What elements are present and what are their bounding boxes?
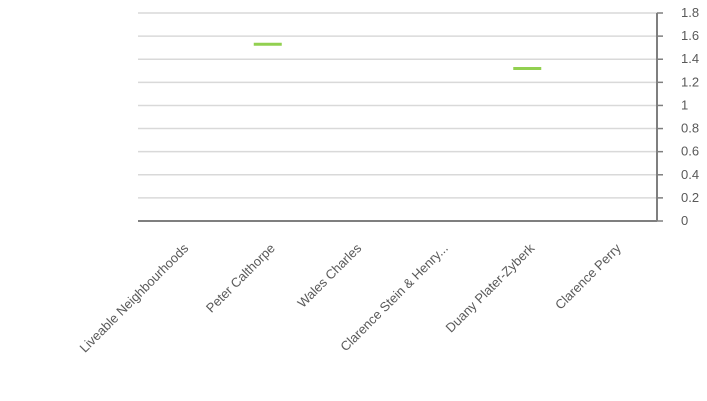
data-marks — [253, 42, 542, 70]
y-tick-label: 1.2 — [681, 74, 699, 89]
x-category-label: Wales Charles — [294, 240, 364, 310]
y-tick-label: 0 — [681, 213, 688, 228]
x-axis-category-labels: Liveable Neighbourhoods Peter Calthorpe Wa… — [76, 240, 624, 355]
axes — [138, 12, 663, 222]
x-category-label: Clarence Perry — [552, 240, 624, 312]
y-tick-label: 0.2 — [681, 190, 699, 205]
y-tick-label: 0.6 — [681, 144, 699, 159]
y-tick-label: 1.8 — [681, 5, 699, 20]
y-tick-label: 0.4 — [681, 167, 699, 182]
x-category-label: Duany Plater-Zyberk — [442, 240, 537, 335]
y-axis-tick-labels: 0 0.2 0.4 0.6 0.8 1 1.2 1.4 1.6 1.8 — [681, 5, 699, 228]
x-category-label: Liveable Neighbourhoods — [76, 240, 191, 355]
x-category-label: Peter Calthorpe — [203, 241, 278, 316]
gridlines — [138, 12, 657, 199]
y-tick-label: 1.6 — [681, 28, 699, 43]
y-tick-label: 1 — [681, 97, 688, 112]
y-tick-label: 0.8 — [681, 121, 699, 136]
y-tick-label: 1.4 — [681, 51, 699, 66]
